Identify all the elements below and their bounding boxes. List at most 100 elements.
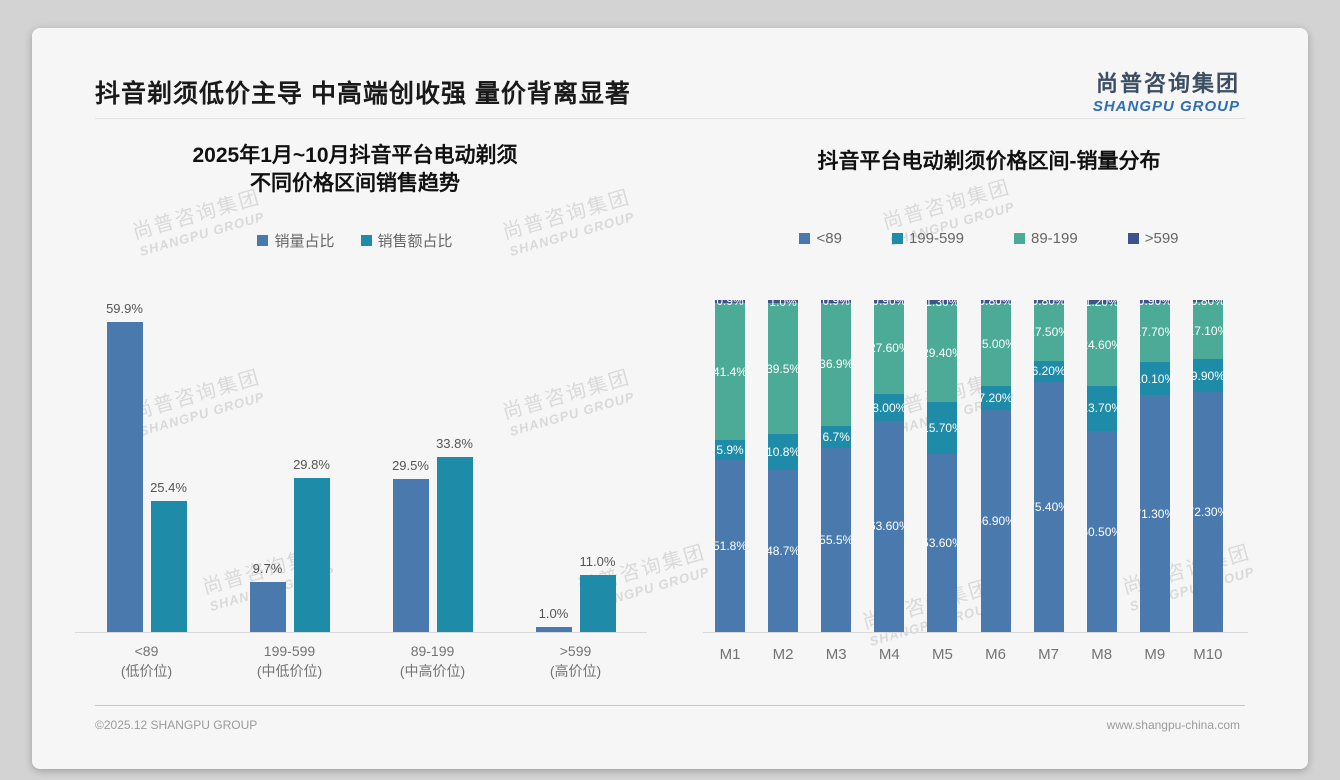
segment-value-label: 36.9% <box>821 357 852 372</box>
segment-value-label: 39.5% <box>768 361 799 376</box>
stacked-bar-M9: 71.30% 10.10% 17.70% 0.90% <box>1139 300 1170 632</box>
segment-<89 <box>874 420 905 632</box>
segment-value-label: 63.60% <box>874 519 904 534</box>
segment-89-199 <box>980 303 1011 386</box>
segment-value-label: 10.10% <box>1140 371 1170 386</box>
segment->599 <box>874 300 905 303</box>
segment-value-label: 66.90% <box>981 513 1011 528</box>
x-axis-month: M6 <box>985 646 1006 663</box>
right-chart-title: 抖音平台电动剃须价格区间-销量分布 <box>817 150 1161 173</box>
right-chart-x-axis <box>703 632 1248 633</box>
x-axis-month: M7 <box>1038 646 1060 663</box>
x-axis-category: 199-599 (中低价位) <box>257 641 322 682</box>
bar-value-label: 25.4% <box>150 479 187 495</box>
segment-value-label: 0.80% <box>980 300 1011 309</box>
segment-89-199 <box>715 303 745 441</box>
segment-199-599 <box>768 434 799 471</box>
x-axis-month: M9 <box>1144 646 1166 663</box>
segment-value-label: 17.10% <box>1193 323 1223 338</box>
segment-<89 <box>715 460 745 632</box>
segment-value-label: 0.80% <box>1192 300 1223 309</box>
stacked-bar-M1: 51.8% 5.9% 41.4% 0.9% <box>715 300 745 632</box>
company-logo-en: SHANGPU GROUP <box>1092 98 1240 115</box>
x-axis-month: M2 <box>772 646 794 663</box>
segment-<89 <box>768 470 799 632</box>
segment-value-label: 27.60% <box>874 341 904 356</box>
segment-value-label: 0.9% <box>716 300 744 309</box>
segment-value-label: 1.30% <box>927 300 958 310</box>
bar-销量占比-<89 <box>106 322 143 632</box>
left-chart-legend: 销量占比 销售额占比 <box>75 230 635 251</box>
company-logo: 尚普咨询集团 SHANGPU GROUP <box>1093 66 1240 115</box>
segment-value-label: 13.70% <box>1087 401 1117 416</box>
x-axis-category-tier: (中低价位) <box>256 663 323 680</box>
watermark-line1: 尚普咨询集团 <box>880 176 1014 234</box>
x-axis-month: M4 <box>878 646 900 663</box>
legend-item: 销售额占比 <box>360 230 453 251</box>
x-axis-category: 89-199 (中高价位) <box>400 641 465 682</box>
segment-value-label: 6.20% <box>1033 364 1064 379</box>
segment-value-label: 7.20% <box>980 390 1011 405</box>
x-axis-category-tier: (高价位) <box>549 663 602 680</box>
segment-value-label: 55.5% <box>821 532 852 547</box>
segment->599 <box>1192 300 1223 303</box>
segment-value-label: 25.00% <box>981 337 1011 352</box>
watermark-line2: SHANGPU GROUP <box>507 388 637 439</box>
segment-value-label: 15.70% <box>927 420 957 435</box>
segment->599 <box>821 300 852 303</box>
watermark-line1: 尚普咨询集团 <box>1120 541 1254 599</box>
watermark-line1: 尚普咨询集团 <box>500 366 634 424</box>
x-axis-month: M8 <box>1091 646 1113 663</box>
stacked-bar-M4: 63.60% 8.00% 27.60% 0.90% <box>874 300 905 632</box>
bar-销售额占比-89-199 <box>436 457 473 632</box>
left-chart-x-axis <box>75 632 647 633</box>
segment-value-label: 17.70% <box>1140 325 1170 340</box>
segment-<89 <box>980 409 1011 632</box>
x-axis-category-range: 199-599 <box>263 643 316 659</box>
legend-label: <89 <box>816 230 842 247</box>
segment-199-599 <box>874 394 905 421</box>
legend-label: 销售额占比 <box>377 233 453 250</box>
right-chart-legend: <89 199-599 89-199 >599 <box>703 230 1275 247</box>
legend-item: 89-199 <box>1014 230 1078 247</box>
segment-value-label: 0.80% <box>1033 300 1064 309</box>
segment-value-label: 72.30% <box>1193 504 1223 519</box>
segment->599 <box>715 300 745 303</box>
legend-item: 199-599 <box>891 230 964 247</box>
bar-value-label: 29.5% <box>392 458 429 474</box>
left-chart-title: 2025年1月~10月抖音平台电动剃须 不同价格区间销售趋势 <box>75 142 635 199</box>
legend-swatch-icon <box>1014 233 1025 244</box>
bar-value-label: 29.8% <box>293 456 330 472</box>
segment-199-599 <box>1139 361 1170 396</box>
bar-value-label: 1.0% <box>538 605 569 621</box>
segment-value-label: 8.00% <box>874 400 905 415</box>
segment-89-199 <box>1086 303 1117 386</box>
segment-value-label: 10.8% <box>768 445 799 460</box>
legend-swatch-icon <box>891 233 903 244</box>
footer-copyright: ©2025.12 SHANGPU GROUP <box>95 718 258 732</box>
segment-199-599 <box>821 425 852 448</box>
segment-199-599 <box>980 386 1011 410</box>
segment-<89 <box>927 454 958 632</box>
segment-89-199 <box>1033 303 1064 362</box>
watermark-line1: 尚普咨询集团 <box>130 366 264 424</box>
left-chart-title-line: 不同价格区间销售趋势 <box>250 172 460 196</box>
segment-<89 <box>1033 381 1064 632</box>
legend-swatch-icon <box>1127 233 1139 244</box>
legend-swatch-icon <box>257 235 269 246</box>
segment->599 <box>1086 300 1117 304</box>
slide-title: 抖音剃须低价主导 中高端创收强 量价背离显著 <box>95 80 631 108</box>
stacked-bar-M8: 60.50% 13.70% 24.60% 1.20% <box>1086 300 1117 632</box>
segment-value-label: 41.4% <box>715 364 745 379</box>
segment-89-199 <box>1192 302 1223 360</box>
legend-item: >599 <box>1127 230 1179 247</box>
segment-value-label: 5.9% <box>716 443 744 458</box>
x-axis-month: M3 <box>825 646 847 663</box>
legend-item: <89 <box>799 230 842 247</box>
legend-swatch-icon <box>360 235 372 246</box>
footer-website: www.shangpu-china.com <box>1106 718 1240 732</box>
bar-销量占比-199-599 <box>249 581 286 632</box>
segment-199-599 <box>927 401 958 455</box>
